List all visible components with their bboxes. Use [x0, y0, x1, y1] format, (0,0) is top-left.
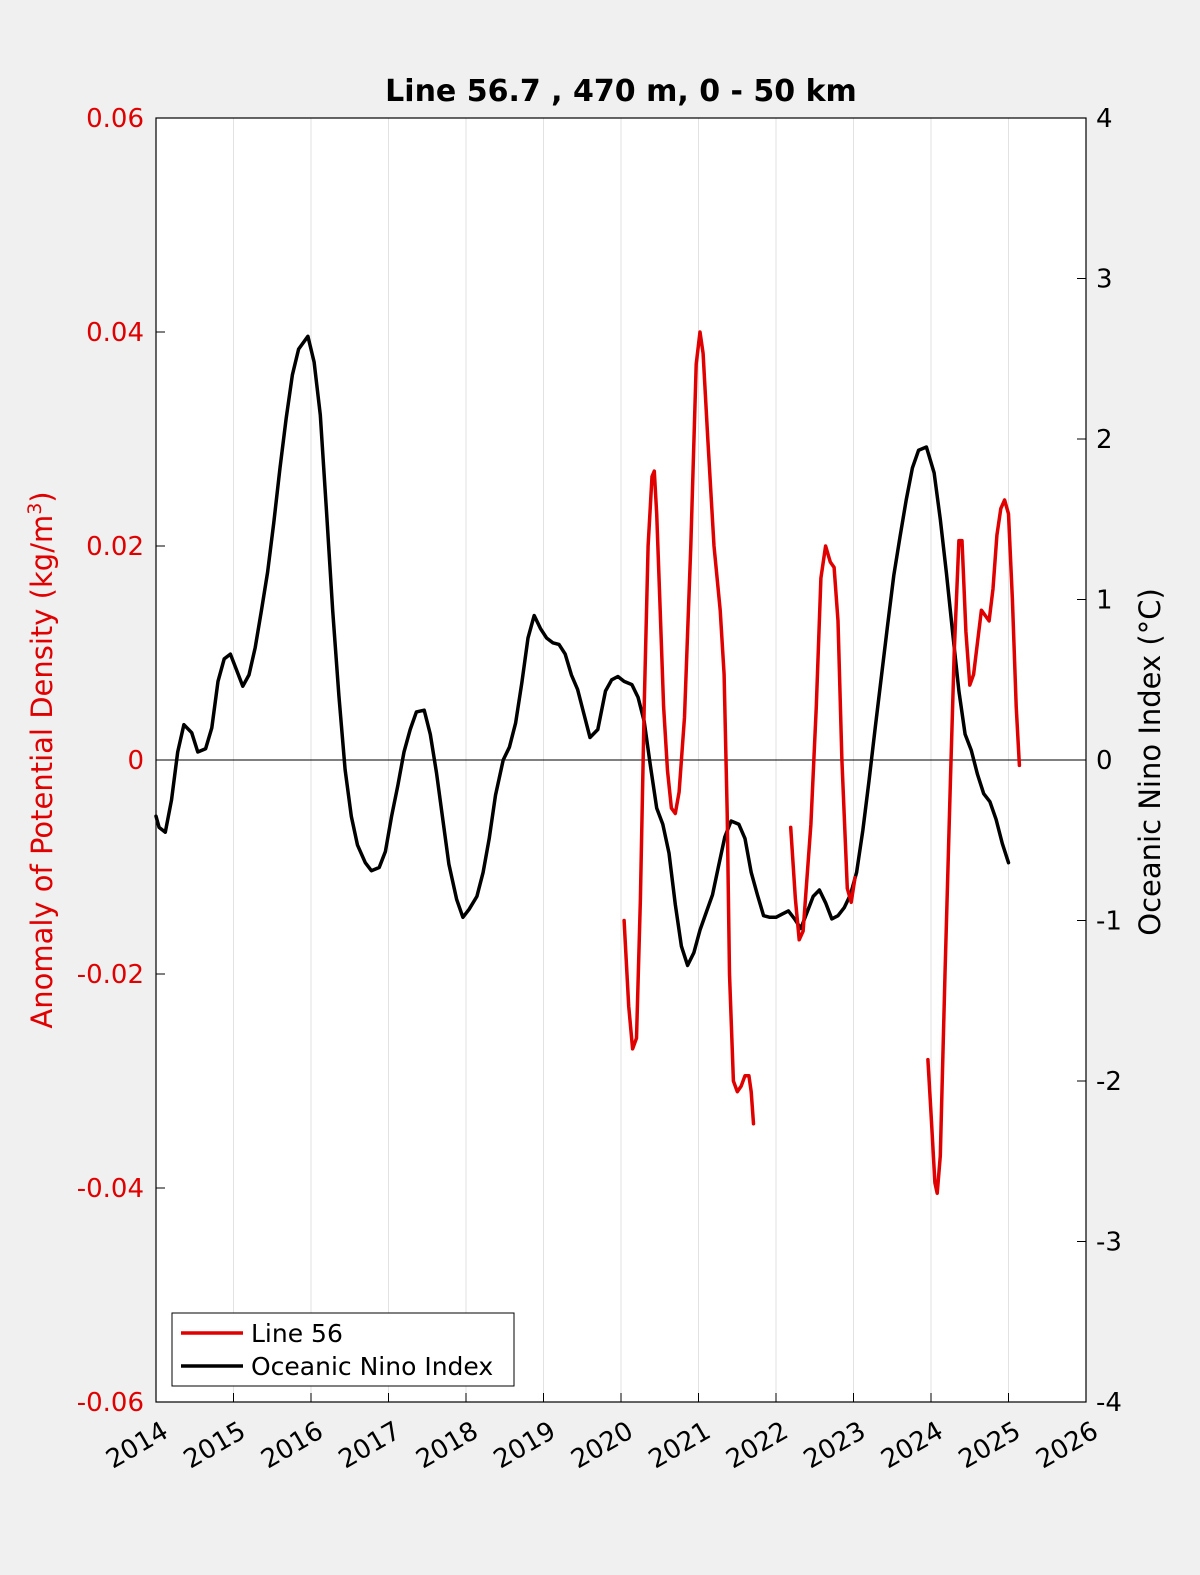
left-y-axis-ticks: 0.06 0.04 0.02 0 -0.02 -0.04 -0.06 [77, 104, 165, 1418]
y-right-tick-label-2: 2 [1096, 425, 1113, 455]
y-right-tick-label--3: -3 [1096, 1228, 1122, 1258]
y-right-tick-label-4: 4 [1096, 104, 1113, 134]
y-left-tick-label-0: 0 [127, 746, 144, 776]
left-y-axis-label-superscript: 3 [24, 503, 46, 515]
right-y-axis-ticks: 4 3 2 1 0 -1 -2 -3 -4 [1077, 104, 1122, 1418]
series-line56-segment-2 [788, 544, 857, 942]
legend-label-oni: Oceanic Nino Index [251, 1352, 493, 1381]
y-left-tick-label-0.04: 0.04 [86, 318, 144, 348]
left-y-axis-label-close: ) [25, 491, 59, 502]
y-right-tick-label-3: 3 [1096, 265, 1113, 295]
y-left-tick-label-0.06: 0.06 [86, 104, 144, 134]
series-layer [154, 330, 1022, 1196]
series-line56-segment-1 [622, 330, 756, 1126]
chart-title: Line 56.7 , 470 m, 0 - 50 km [385, 74, 857, 109]
y-right-tick-label--4: -4 [1096, 1388, 1122, 1418]
y-right-tick-label-1: 1 [1096, 586, 1113, 616]
legend-box [171, 1312, 515, 1387]
y-right-tick-label-0: 0 [1096, 746, 1113, 776]
series-oni-segment-1 [154, 334, 1011, 968]
left-y-axis-label: Anomaly of Potential Density (kg/m3) [24, 491, 59, 1028]
y-left-tick-label-0.02: 0.02 [86, 532, 144, 562]
y-left-tick-label--0.04: -0.04 [77, 1174, 144, 1204]
left-y-axis-label-main: Anomaly of Potential Density (kg/m [25, 515, 59, 1029]
y-left-tick-label--0.06: -0.06 [77, 1388, 144, 1418]
y-left-tick-label--0.02: -0.02 [77, 960, 144, 990]
legend-label-line56: Line 56 [251, 1319, 343, 1348]
right-y-axis-label: Oceanic Nino Index (°C) [1133, 588, 1167, 936]
y-right-tick-label--1: -1 [1096, 907, 1122, 937]
legend: Line 56 Oceanic Nino Index [171, 1312, 515, 1387]
y-right-tick-label--2: -2 [1096, 1067, 1122, 1097]
series-line56-segment-3 [926, 498, 1022, 1196]
